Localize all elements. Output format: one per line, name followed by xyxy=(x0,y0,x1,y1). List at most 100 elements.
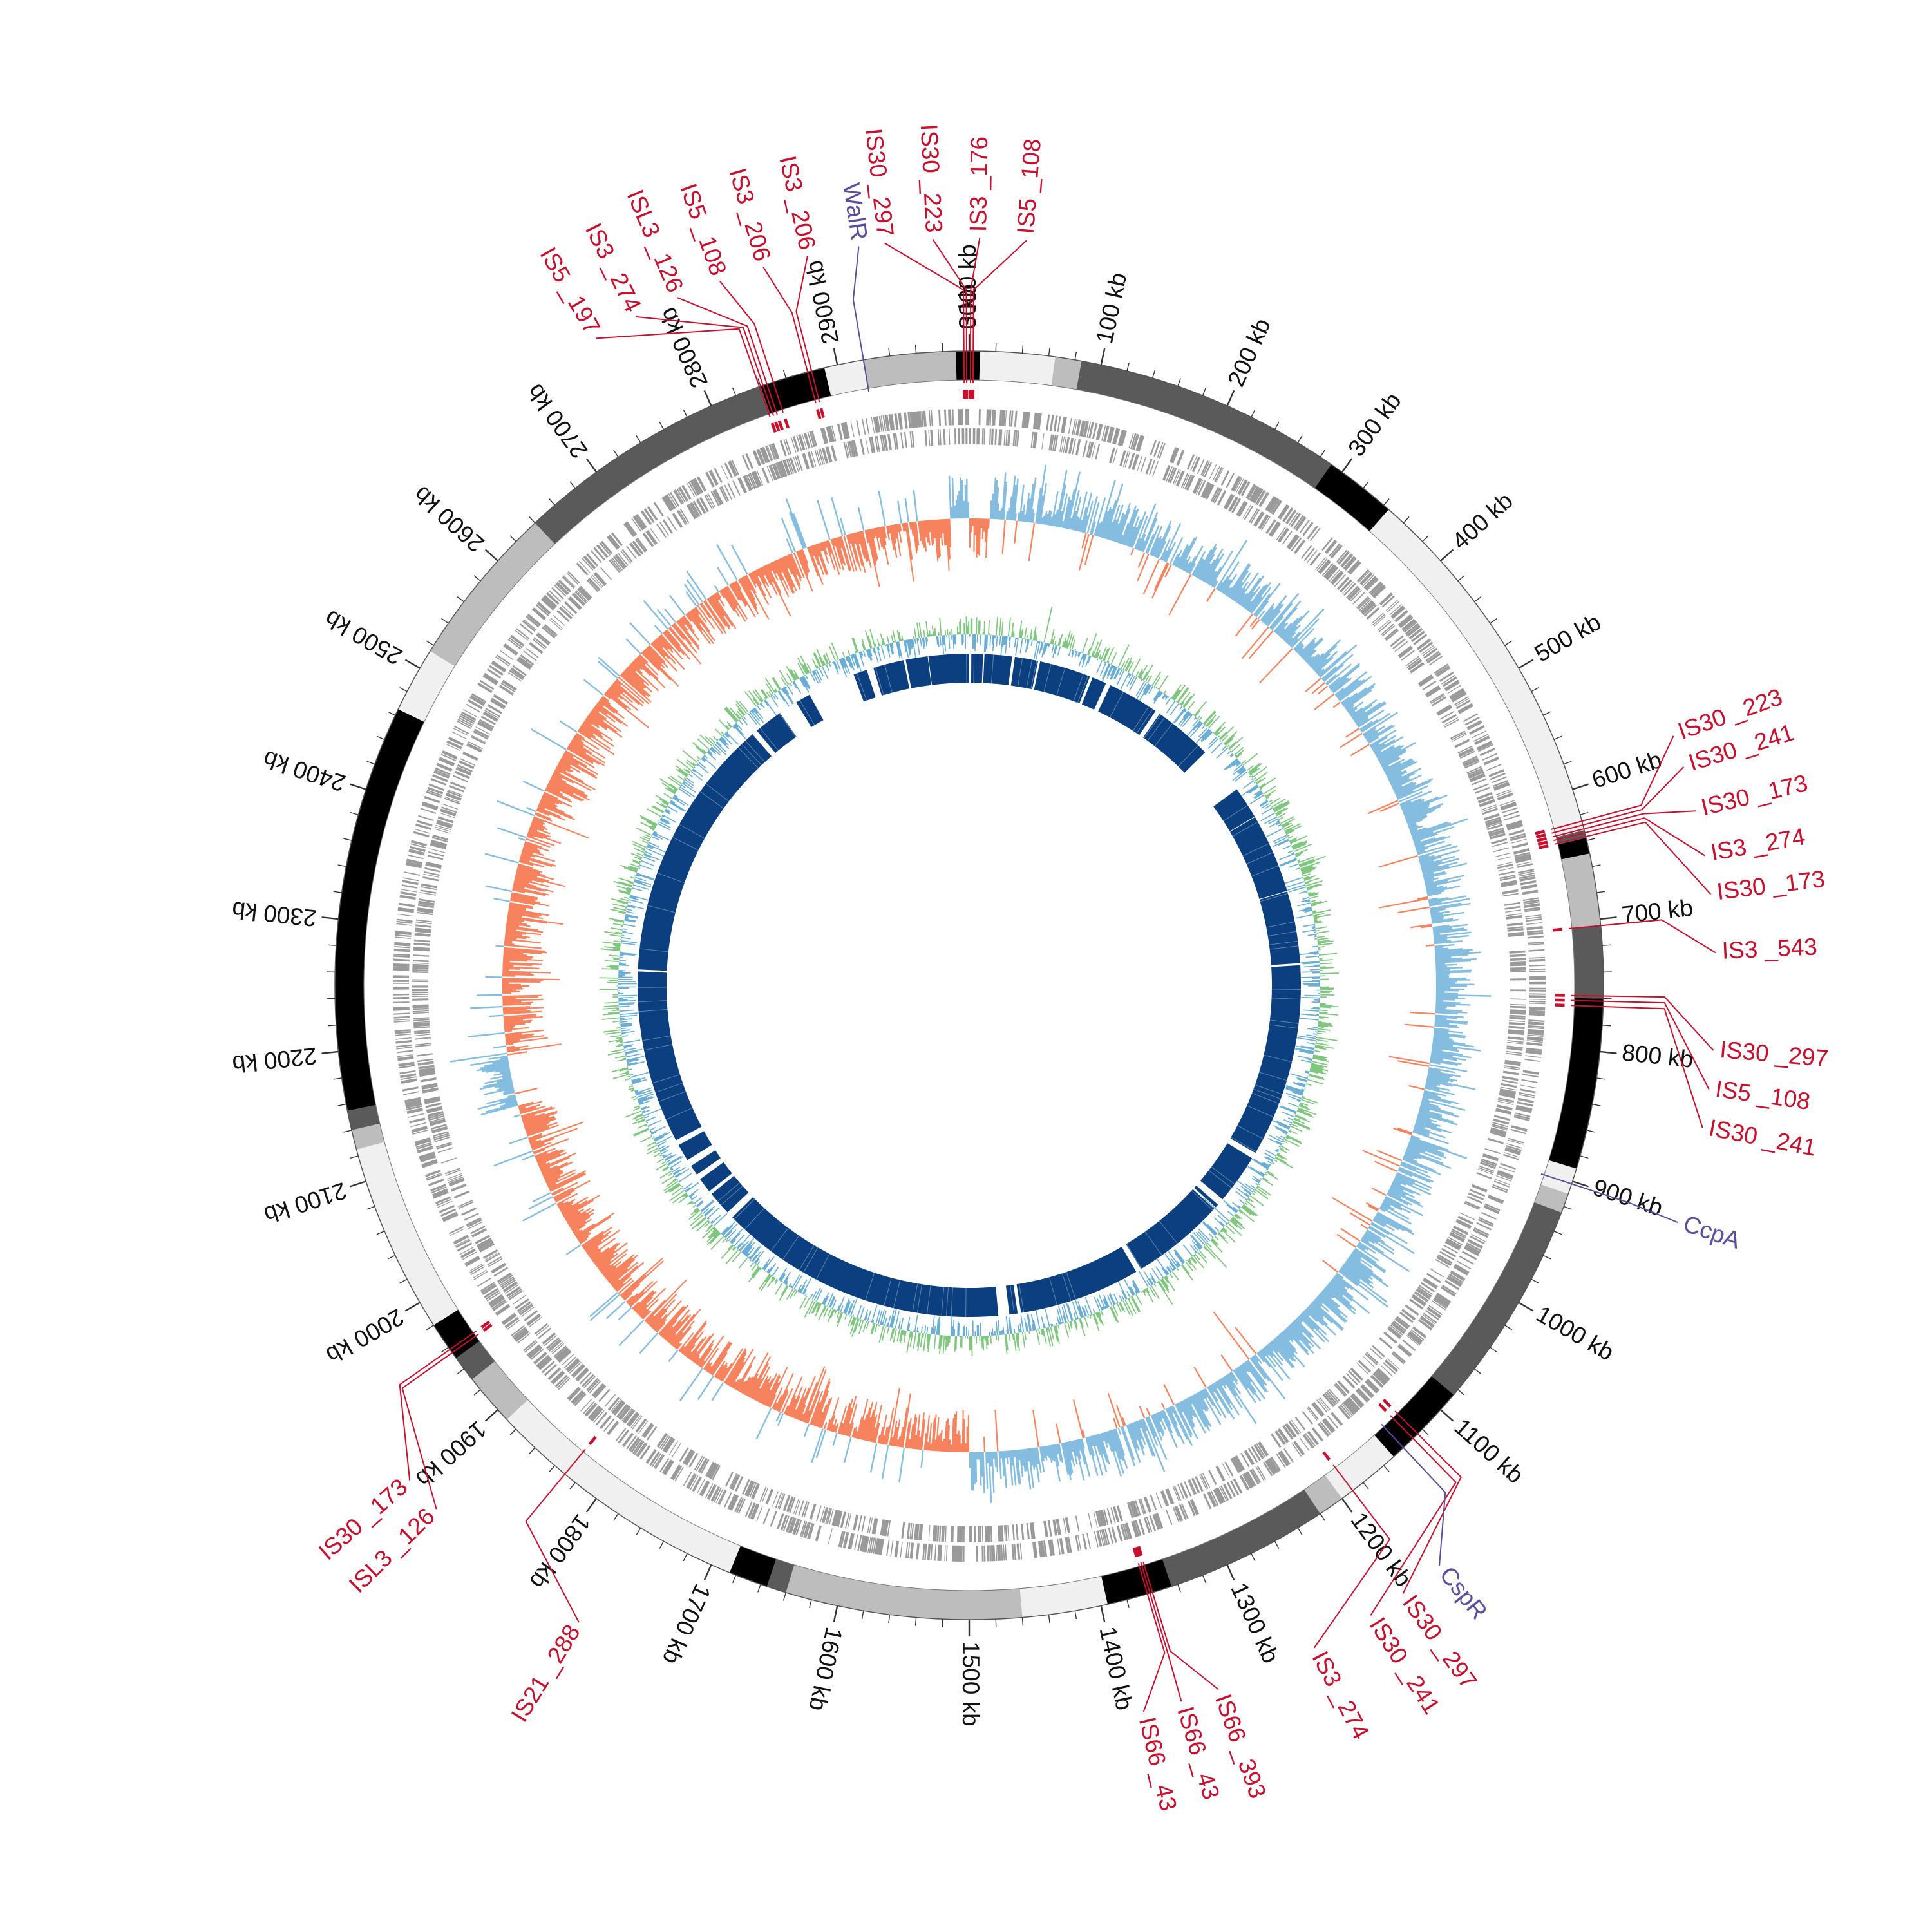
is-element-leader-15 xyxy=(1568,919,1716,954)
is-element-label-25: IS21 _288 xyxy=(506,1620,585,1726)
is-element-leader-5 xyxy=(762,267,817,404)
is-mark-2 xyxy=(969,389,972,400)
minor-tick xyxy=(1542,1255,1551,1260)
minor-tick xyxy=(1021,345,1024,354)
tick-label-2500: 2500 kb xyxy=(320,605,407,670)
minor-tick xyxy=(659,422,665,430)
minor-tick xyxy=(343,1130,352,1133)
reverse-strand-genes xyxy=(412,428,1526,1543)
minor-tick xyxy=(1474,596,1482,603)
is-mark-15 xyxy=(1552,927,1563,932)
minor-tick xyxy=(782,1592,786,1601)
tick-label-1800: 1800 kb xyxy=(524,1510,596,1594)
island-segment-29 xyxy=(347,1104,380,1130)
is-element-leader-14 xyxy=(1554,821,1712,895)
island-segment-4 xyxy=(1314,464,1389,531)
island-segment-24 xyxy=(472,1361,528,1420)
island-segment-5 xyxy=(1369,509,1585,838)
tick-label-2300: 2300 kb xyxy=(231,896,317,932)
island-segment-10 xyxy=(1548,998,1604,1169)
island-segment-32 xyxy=(430,522,555,667)
minor-tick xyxy=(942,343,943,352)
major-tick xyxy=(1518,659,1534,669)
regulator-leader-1 xyxy=(1540,1173,1678,1224)
core-block-21 xyxy=(637,971,702,1141)
minor-tick xyxy=(366,761,375,765)
major-tick xyxy=(1100,1605,1106,1623)
minor-tick xyxy=(549,1465,555,1472)
tick-label-1400: 1400 kb xyxy=(1094,1624,1137,1712)
is-mark-13 xyxy=(1537,840,1548,846)
island-segment-2 xyxy=(1051,357,1082,390)
minor-tick xyxy=(1563,761,1572,765)
minor-tick xyxy=(1202,387,1207,396)
is-mark-24 xyxy=(1132,1547,1139,1558)
tick-label-100: 100 kb xyxy=(1091,270,1132,346)
core-block-7 xyxy=(1213,789,1255,831)
core-block-18 xyxy=(700,1162,732,1191)
minor-tick xyxy=(457,596,464,603)
minor-tick xyxy=(636,435,641,443)
core-block-24 xyxy=(796,694,824,727)
core-block-27 xyxy=(905,656,932,688)
tick-label-300: 300 kb xyxy=(1343,388,1406,461)
minor-tick xyxy=(343,838,352,841)
minor-tick xyxy=(1074,1611,1077,1620)
island-segment-16 xyxy=(1304,1475,1342,1514)
major-tick xyxy=(1341,458,1353,473)
tick-label-1000: 1000 kb xyxy=(1532,1300,1619,1365)
core-block-22 xyxy=(638,734,772,971)
minor-tick xyxy=(1363,1482,1369,1490)
island-segment-12 xyxy=(1534,1184,1569,1213)
major-tick xyxy=(404,659,421,669)
is-element-leader-3 xyxy=(972,240,1027,384)
minor-tick xyxy=(1504,1325,1513,1331)
major-tick xyxy=(1341,1498,1353,1513)
core-block-12 xyxy=(1194,1185,1218,1208)
is-element-track xyxy=(480,389,1565,1558)
is-element-leader-10 xyxy=(1550,735,1674,830)
major-tick xyxy=(350,783,366,790)
island-segment-19 xyxy=(1019,1576,1108,1618)
minor-tick xyxy=(613,450,619,457)
minor-tick xyxy=(683,409,688,418)
minor-tick xyxy=(636,1528,641,1536)
genomic-islands-ring xyxy=(334,351,1604,1620)
is-mark-4 xyxy=(819,408,825,419)
island-segment-11 xyxy=(1540,1160,1577,1194)
core-block-6 xyxy=(1142,714,1206,773)
minor-tick xyxy=(1383,498,1390,506)
minor-tick xyxy=(1504,640,1513,646)
minor-tick xyxy=(473,575,481,582)
is-mark-19 xyxy=(1382,1398,1392,1408)
regulator-label-2: CspR xyxy=(1434,1562,1492,1625)
major-tick xyxy=(703,1564,712,1581)
major-tick xyxy=(321,1050,339,1054)
minor-tick xyxy=(376,735,385,740)
major-tick xyxy=(1572,783,1589,790)
minor-tick xyxy=(1490,618,1497,624)
is-mark-17 xyxy=(1555,998,1565,1002)
forward-strand-genes xyxy=(393,409,1546,1562)
minor-tick xyxy=(569,481,576,489)
is-element-leader-27 xyxy=(399,1330,477,1481)
is-element-leader-18 xyxy=(1571,1005,1703,1128)
core-block-16 xyxy=(732,1197,999,1318)
minor-tick xyxy=(399,687,408,692)
major-tick xyxy=(1600,1050,1617,1054)
gene-track xyxy=(393,409,1546,1562)
minor-tick xyxy=(1251,409,1256,418)
is-element-leader-21 xyxy=(1313,1464,1391,1649)
is-element-leader-9 xyxy=(595,328,771,418)
minor-tick xyxy=(1297,1528,1303,1536)
minor-tick xyxy=(1422,1428,1429,1435)
minor-tick xyxy=(426,640,434,646)
island-segment-9 xyxy=(1571,925,1604,999)
minor-tick xyxy=(1422,535,1429,542)
island-segment-27 xyxy=(356,1142,459,1325)
gc-content-below xyxy=(618,634,1321,1337)
tick-label-1700: 1700 kb xyxy=(658,1580,716,1669)
minor-tick xyxy=(337,864,346,867)
island-segment-23 xyxy=(506,1399,741,1573)
minor-tick xyxy=(1177,378,1181,387)
